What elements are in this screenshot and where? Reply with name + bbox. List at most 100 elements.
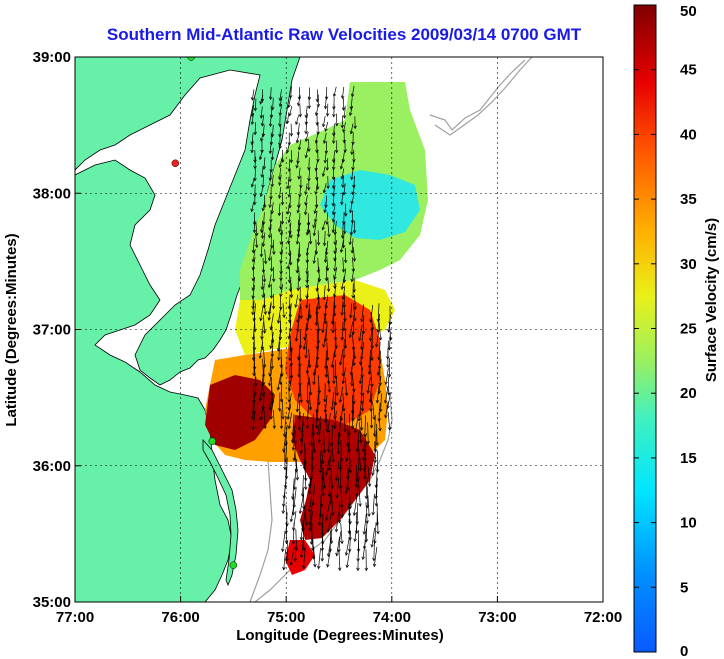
velocity-arrowhead	[287, 168, 291, 172]
velocity-arrow	[325, 295, 329, 309]
velocity-zone-darkred-south	[292, 415, 375, 540]
velocity-arrowhead	[294, 469, 299, 473]
velocity-arrow	[340, 522, 343, 544]
velocity-arrowhead	[343, 345, 348, 349]
velocity-arrowhead	[278, 381, 283, 386]
velocity-arrowhead	[299, 185, 303, 189]
velocity-arrow	[328, 475, 331, 497]
velocity-arrowhead	[326, 529, 331, 533]
velocity-arrowhead	[261, 269, 266, 274]
velocity-arrowhead	[323, 409, 328, 414]
y-tick-label: 36:00	[33, 458, 71, 475]
velocity-arrow	[306, 313, 310, 331]
velocity-arrowhead	[282, 433, 287, 438]
velocity-arrow	[287, 203, 290, 215]
velocity-arrow	[313, 222, 317, 236]
velocity-arrow	[358, 485, 361, 507]
velocity-arrow	[263, 293, 266, 308]
velocity-arrow	[268, 247, 272, 261]
velocity-arrowhead	[288, 205, 292, 209]
velocity-arrowhead	[353, 125, 357, 130]
velocity-arrow	[306, 273, 309, 288]
velocity-arrowhead	[373, 540, 377, 545]
velocity-arrowhead	[269, 268, 274, 272]
velocity-arrowhead	[252, 318, 256, 322]
velocity-arrowhead	[327, 493, 332, 498]
velocity-arrow	[316, 313, 319, 332]
velocity-arrowhead	[321, 173, 326, 177]
velocity-arrowhead	[269, 295, 274, 300]
velocity-arrowhead	[366, 390, 370, 394]
velocity-arrow	[336, 477, 340, 498]
velocity-arrowhead	[351, 141, 355, 146]
velocity-arrowhead	[308, 392, 313, 396]
velocity-arrowhead	[298, 113, 302, 118]
velocity-arrowhead	[337, 519, 342, 524]
velocity-arrow	[324, 394, 328, 413]
velocity-arrow	[252, 257, 256, 271]
velocity-arrowhead	[277, 176, 282, 181]
velocity-arrow	[331, 350, 335, 368]
velocity-arrowhead	[261, 393, 265, 397]
velocity-arrowhead	[322, 344, 326, 348]
velocity-arrowhead	[367, 513, 371, 517]
velocity-arrowhead	[334, 528, 339, 533]
velocity-arrowhead	[281, 548, 285, 553]
velocity-arrowhead	[333, 257, 337, 262]
velocity-arrow	[294, 468, 297, 490]
colorbar-tick-label: 25	[680, 321, 697, 338]
velocity-arrowhead	[348, 112, 353, 117]
velocity-arrowhead	[339, 249, 344, 253]
velocity-arrowhead	[278, 145, 282, 150]
velocity-arrow	[387, 411, 390, 430]
velocity-arrowhead	[361, 556, 365, 561]
hf-radar-station	[229, 561, 238, 569]
velocity-arrowhead	[260, 235, 265, 240]
velocity-arrowhead	[327, 389, 332, 393]
velocity-arrowhead	[304, 191, 308, 196]
velocity-arrowhead	[387, 346, 392, 351]
velocity-arrow	[297, 247, 300, 262]
velocity-arrowhead	[317, 401, 321, 406]
velocity-arrowhead	[251, 267, 256, 271]
velocity-arrow	[323, 431, 325, 453]
velocity-arrow	[338, 531, 341, 553]
velocity-arrowhead	[287, 335, 291, 340]
velocity-arrow	[312, 537, 315, 560]
velocity-arrowhead	[307, 148, 311, 153]
velocity-arrowhead	[358, 337, 362, 342]
velocity-arrow	[321, 475, 324, 497]
velocity-arrowhead	[362, 457, 366, 462]
velocity-arrowhead	[331, 512, 335, 517]
velocity-arrowhead	[369, 338, 373, 342]
velocity-arrowhead	[253, 159, 257, 164]
velocity-arrow	[380, 393, 382, 412]
velocity-arrow	[323, 132, 327, 144]
velocity-arrowhead	[295, 121, 299, 126]
velocity-arrow	[328, 450, 332, 471]
velocity-arrow	[385, 367, 389, 385]
velocity-arrowhead	[331, 218, 336, 223]
velocity-arrowhead	[342, 327, 346, 332]
velocity-arrow	[263, 315, 266, 334]
velocity-arrowhead	[270, 106, 275, 111]
velocity-arrow	[306, 293, 309, 309]
velocity-arrow	[297, 306, 301, 323]
velocity-arrowhead	[356, 548, 361, 553]
velocity-arrow	[306, 285, 309, 299]
velocity-arrowhead	[331, 459, 335, 463]
velocity-arrowhead	[298, 363, 302, 368]
velocity-arrowhead	[360, 356, 364, 361]
velocity-arrowhead	[384, 381, 388, 386]
velocity-arrowhead	[333, 337, 338, 341]
velocity-arrowhead	[336, 441, 341, 446]
velocity-arrow	[263, 157, 266, 170]
velocity-arrowhead	[323, 159, 328, 164]
velocity-arrow	[268, 274, 272, 288]
velocity-arrow	[356, 503, 359, 525]
velocity-arrowhead	[312, 449, 317, 454]
velocity-arrow	[252, 238, 255, 253]
x-tick-label: 77:00	[56, 609, 94, 626]
velocity-arrow	[288, 241, 291, 256]
velocity-arrow	[341, 276, 345, 290]
